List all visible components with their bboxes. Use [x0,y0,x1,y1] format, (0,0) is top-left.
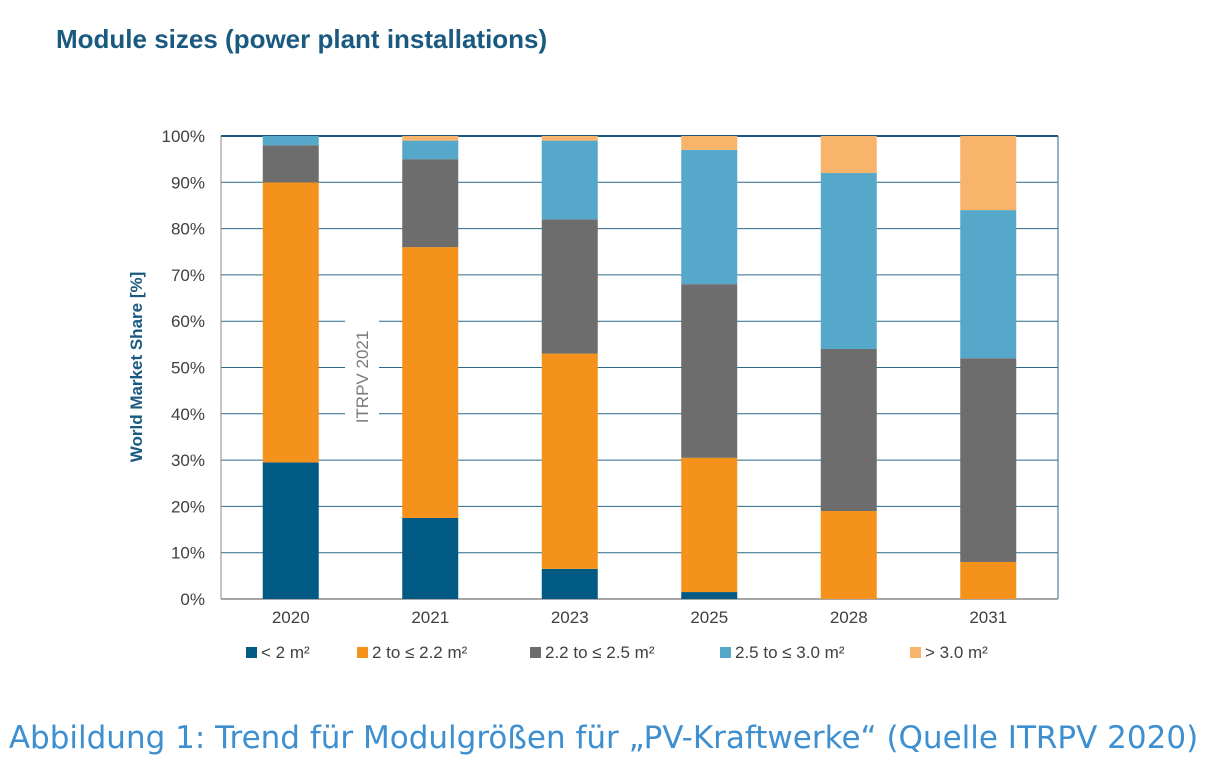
y-tick-label: 60% [171,312,205,331]
legend-label: 2 to ≤ 2.2 m² [372,643,468,662]
legend-label: < 2 m² [261,643,310,662]
y-axis-label: World Market Share [%] [127,272,146,463]
y-tick-label: 40% [171,405,205,424]
legend-swatch [530,647,541,658]
bar-segment [960,358,1017,562]
y-tick-label: 0% [180,590,205,609]
annotation-background [345,316,379,440]
x-tick-label: 2025 [690,608,728,627]
legend-swatch [246,647,257,658]
bar-segment [402,517,459,599]
bar-segment [820,511,877,599]
bar-segment [541,568,598,599]
x-tick-labels: 2020 2021 2023 2025 2028 2031 [272,608,1007,627]
bar-segment [402,247,459,518]
x-tick-label: 2028 [830,608,868,627]
y-tick-label: 80% [171,220,205,239]
bar-segment [960,210,1017,359]
chart-title: Module sizes (power plant installations) [56,24,548,54]
legend-label: 2.2 to ≤ 2.5 m² [545,643,655,662]
bar-segment [541,219,598,354]
bar-segment [820,136,877,174]
bar-segment [402,136,459,141]
bar-segment [402,140,459,160]
bar-segment [262,145,319,183]
y-tick-label: 30% [171,451,205,470]
legend: < 2 m² 2 to ≤ 2.2 m² 2.2 to ≤ 2.5 m² 2.5 to… [246,643,988,662]
y-tick-label: 90% [171,173,205,192]
y-tick-label: 20% [171,497,205,516]
bar-segment [681,136,738,150]
legend-swatch [910,647,921,658]
x-tick-label: 2023 [551,608,589,627]
bar-segment [541,353,598,569]
bar-segment [262,182,319,463]
bar-segment [820,173,877,349]
bar-segment [262,136,319,146]
legend-swatch [357,647,368,658]
legend-label: > 3.0 m² [925,643,988,662]
itrpv-annotation: ITRPV 2021 [353,331,372,424]
legend-label: 2.5 to ≤ 3.0 m² [735,643,845,662]
y-tick-label: 70% [171,266,205,285]
bars [262,136,1017,599]
x-tick-label: 2031 [969,608,1007,627]
bar-segment [960,136,1017,211]
bar-segment [681,149,738,285]
y-tick-label: 100% [162,127,205,146]
bar-segment [960,561,1017,599]
x-tick-label: 2021 [411,608,449,627]
y-tick-label: 50% [171,359,205,378]
bar-segment [820,348,877,512]
legend-swatch [720,647,731,658]
y-tick-labels: 0% 10% 20% 30% 40% 50% 60% 70% 80% 90% 100% [162,127,205,609]
stacked-bar-chart: 0%10%20%30%40%50%60%70%80%90%100% 2020 20… [127,127,1059,662]
bar-segment [681,284,738,458]
x-tick-label: 2020 [272,608,310,627]
y-tick-label: 10% [171,544,205,563]
bar-segment [681,592,738,599]
bar-segment [541,140,598,220]
grid-lines [220,135,1059,600]
figure-caption: Abbildung 1: Trend für Modulgrößen für „… [8,720,1199,756]
bar-segment [262,462,319,599]
bar-segment [402,159,459,248]
bar-segment [681,457,738,593]
bar-segment [541,136,598,141]
